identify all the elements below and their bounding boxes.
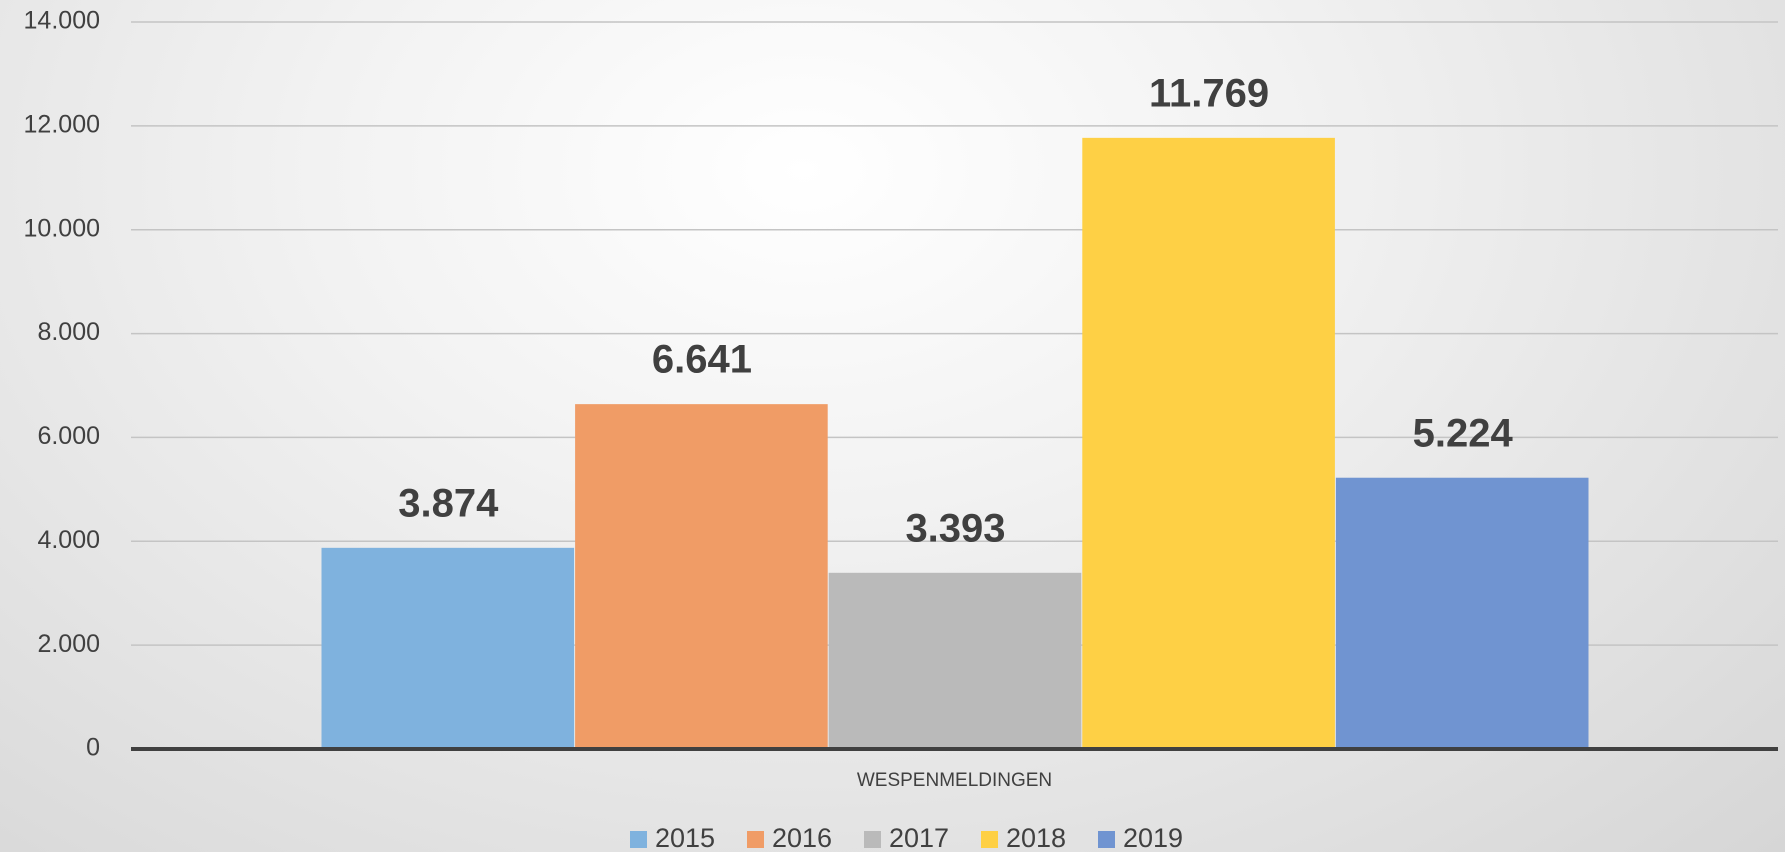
y-tick-label: 6.000 — [37, 422, 100, 450]
legend-swatch — [747, 831, 764, 848]
legend-swatch — [1098, 831, 1115, 848]
bar — [828, 572, 1082, 749]
value-label: 11.769 — [1149, 71, 1269, 115]
value-label: 3.393 — [905, 506, 1005, 550]
legend-swatch — [630, 831, 647, 848]
y-tick-label: 2.000 — [37, 630, 100, 658]
y-tick-label: 4.000 — [37, 526, 100, 554]
y-tick-label: 8.000 — [37, 318, 100, 346]
legend-label: 2017 — [889, 823, 949, 852]
y-tick-label: 0 — [86, 734, 100, 762]
legend-swatch — [981, 831, 998, 848]
value-label: 5.224 — [1413, 411, 1514, 455]
value-label: 6.641 — [652, 338, 752, 382]
legend-label: 2018 — [1006, 823, 1066, 852]
bar — [1082, 137, 1335, 749]
bar — [1335, 477, 1589, 749]
y-tick-label: 14.000 — [24, 7, 100, 35]
legend-label: 2019 — [1123, 823, 1183, 852]
bar — [321, 547, 575, 749]
legend-label: 2015 — [655, 823, 715, 852]
y-tick-label: 10.000 — [24, 214, 100, 242]
y-tick-label: 12.000 — [24, 110, 100, 138]
legend-label: 2016 — [772, 823, 832, 852]
x-tick-label: WESPENMELDINGEN — [857, 770, 1052, 791]
bar — [575, 404, 828, 749]
value-label: 3.874 — [398, 481, 499, 525]
legend-swatch — [864, 831, 881, 848]
